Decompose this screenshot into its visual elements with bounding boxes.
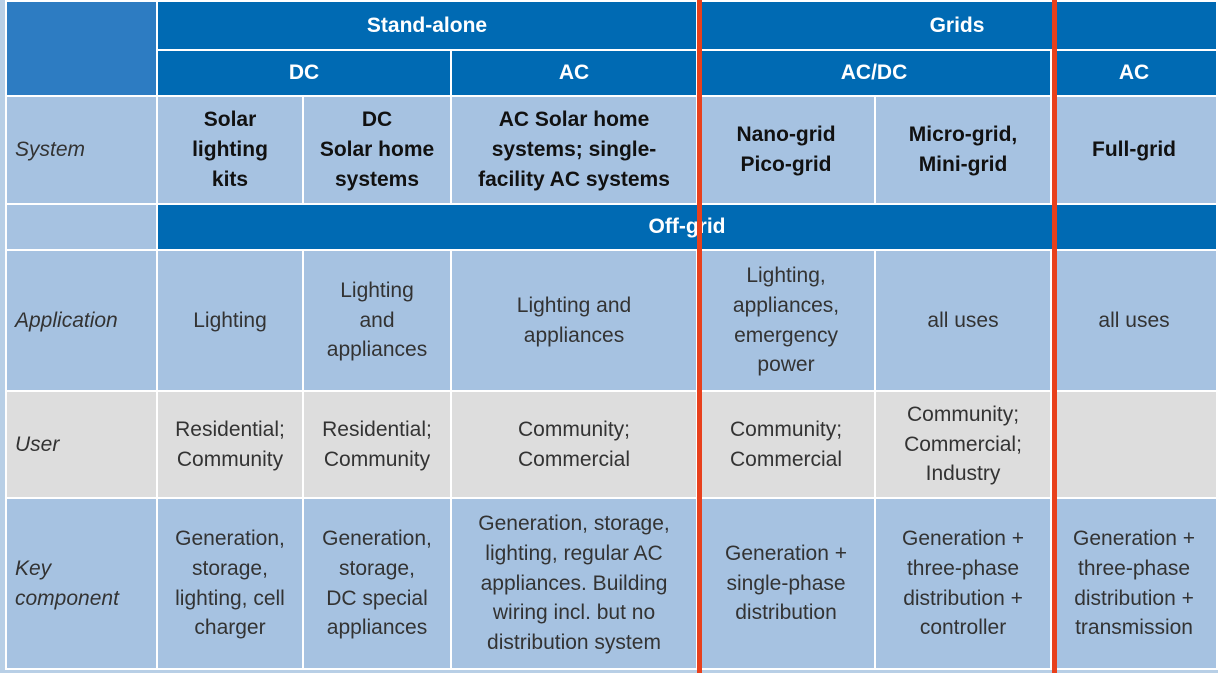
header-ac-dc: AC/DC [696,49,1053,97]
table-row-application: Application Lighting Lighting and applia… [5,249,1218,392]
off-grid-systems-table: Stand-alone Grids DC AC AC/DC AC System … [5,0,1218,670]
highlight-divider-line [697,0,702,673]
table-cell: Micro-grid, Mini-grid [874,95,1053,205]
header-ac-grid: AC [1050,49,1218,97]
table-cell: Lighting, appliances, emergency power [696,249,877,392]
table-cell: AC Solar home systems; single- facility … [449,95,699,205]
table-row-user: User Residential; Community Residential;… [5,390,1218,499]
row-label-system: System [5,95,158,205]
header-ac: AC [449,49,699,97]
highlight-divider-line [1052,0,1057,673]
table-cell: Community; Commercial [449,390,699,499]
table-cell: DC Solar home systems [302,95,452,205]
row-label-application: Application [5,249,158,392]
table-cell: all uses [1050,249,1218,392]
table-cell: Generation + single-phase distribution [696,497,877,670]
header-corner [5,0,158,97]
table-cell: Generation, storage, DC special applianc… [302,497,452,670]
header-off-grid: Off-grid [155,203,1218,251]
table-cell: Lighting [156,249,304,392]
table-row-key-component: Key component Generation, storage, light… [5,497,1218,670]
table-cell: Nano-grid Pico-grid [696,95,877,205]
table-cell: Lighting and appliances [302,249,452,392]
table-cell: Residential; Community [302,390,452,499]
table-cell: Generation + three-phase distribution + … [874,497,1053,670]
table-cell: Generation + three-phase distribution + … [1050,497,1218,670]
table-cell: Community; Commercial [696,390,877,499]
row-label-user: User [5,390,158,499]
table-cell: all uses [874,249,1053,392]
table-cell: Residential; Community [156,390,304,499]
table-cell: Full-grid [1050,95,1218,205]
table-cell: Lighting and appliances [449,249,699,392]
table-cell: Generation, storage, lighting, cell char… [156,497,304,670]
header-grids: Grids [696,0,1218,51]
table-row-system: System Solar lighting kits DC Solar home… [5,95,1218,205]
table-cell [1050,390,1218,499]
row-label-key-component: Key component [5,497,158,670]
table-cell: Generation, storage, lighting, regular A… [449,497,699,670]
off-grid-label-spacer [5,203,158,251]
table-cell: Solar lighting kits [156,95,304,205]
table-cell: Community; Commercial; Industry [874,390,1053,499]
header-dc: DC [156,49,452,97]
header-stand-alone: Stand-alone [155,0,699,51]
